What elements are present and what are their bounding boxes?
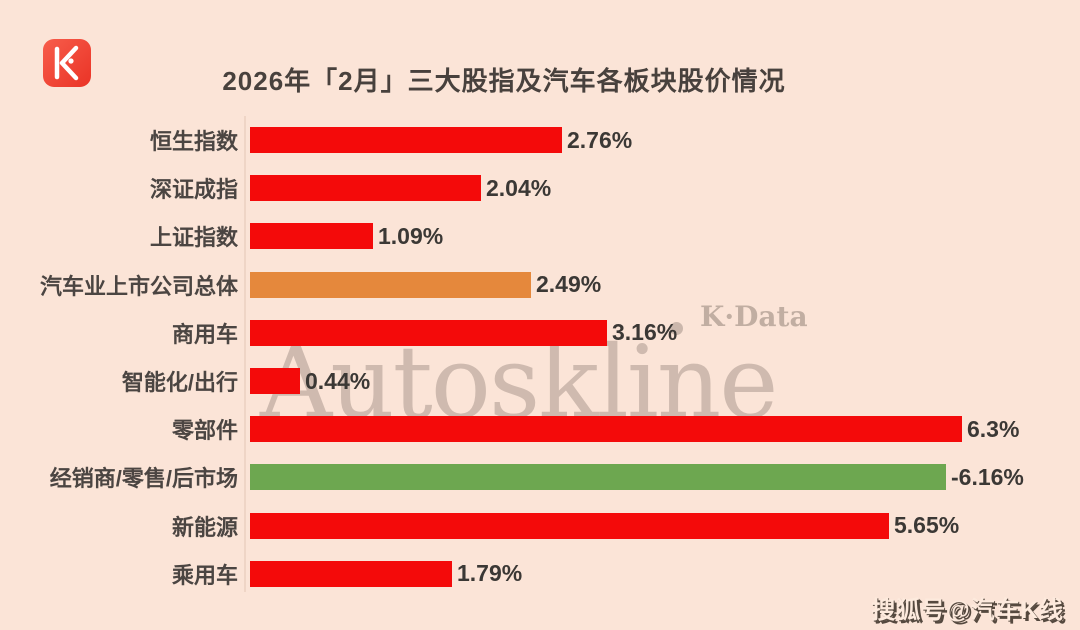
bar xyxy=(250,512,889,539)
bar xyxy=(250,368,300,394)
chart-row: 经销商/零售/后市场 -6.16% xyxy=(0,453,1080,501)
chart-row: 新能源 5.65% xyxy=(0,502,1080,550)
bar xyxy=(250,175,481,202)
category-label: 零部件 xyxy=(171,418,238,444)
bar xyxy=(250,560,452,587)
chart-row: 深证成指 2.04% xyxy=(0,164,1080,212)
chart-row: 零部件 6.3% xyxy=(0,405,1080,453)
value-label: 6.3% xyxy=(967,415,1020,442)
value-label: 2.04% xyxy=(486,174,552,201)
k-logo-icon xyxy=(43,39,91,87)
page-title: 2026年「2月」三大股指及汽车各板块股价情况 xyxy=(222,66,786,96)
value-label: 3.16% xyxy=(612,319,678,346)
category-label: 乘用车 xyxy=(171,562,238,588)
bar xyxy=(250,127,562,153)
autoskline-k-logo xyxy=(42,38,92,88)
chart-row: 智能化/出行 0.44% xyxy=(0,357,1080,405)
sohu-account-badge: 搜狐号@汽车K线 xyxy=(871,597,1064,624)
category-label: 恒生指数 xyxy=(149,129,238,154)
category-label: 新能源 xyxy=(171,514,238,540)
chart-row: 汽车业上市公司总体 2.49% xyxy=(0,261,1080,309)
chart-row: 恒生指数 2.76% xyxy=(0,116,1080,164)
chart-axis-line xyxy=(244,116,246,592)
category-label: 智能化/出行 xyxy=(121,370,238,395)
category-label: 经销商/零售/后市场 xyxy=(49,466,238,492)
chart-row: 商用车 3.16% xyxy=(0,309,1080,357)
category-label: 汽车业上市公司总体 xyxy=(39,273,238,299)
value-label: 2.76% xyxy=(567,126,633,153)
watermark-kdata: K·Data xyxy=(700,300,808,333)
chart-row: 乘用车 1.79% xyxy=(0,550,1080,598)
value-label: 1.09% xyxy=(378,222,444,249)
value-label: -6.16% xyxy=(951,463,1024,490)
value-label: 5.65% xyxy=(894,512,960,539)
bar xyxy=(250,271,531,298)
category-label: 商用车 xyxy=(171,321,238,347)
watermark-dot xyxy=(670,322,683,335)
value-label: 2.49% xyxy=(536,271,602,298)
category-label: 上证指数 xyxy=(149,225,238,251)
bar xyxy=(250,464,946,491)
bar xyxy=(250,416,962,443)
bar xyxy=(250,223,373,250)
value-label: 0.44% xyxy=(305,367,371,394)
bar xyxy=(250,319,607,346)
value-label: 1.79% xyxy=(457,560,523,587)
category-label: 深证成指 xyxy=(149,177,238,203)
chart-row: 上证指数 1.09% xyxy=(0,212,1080,260)
